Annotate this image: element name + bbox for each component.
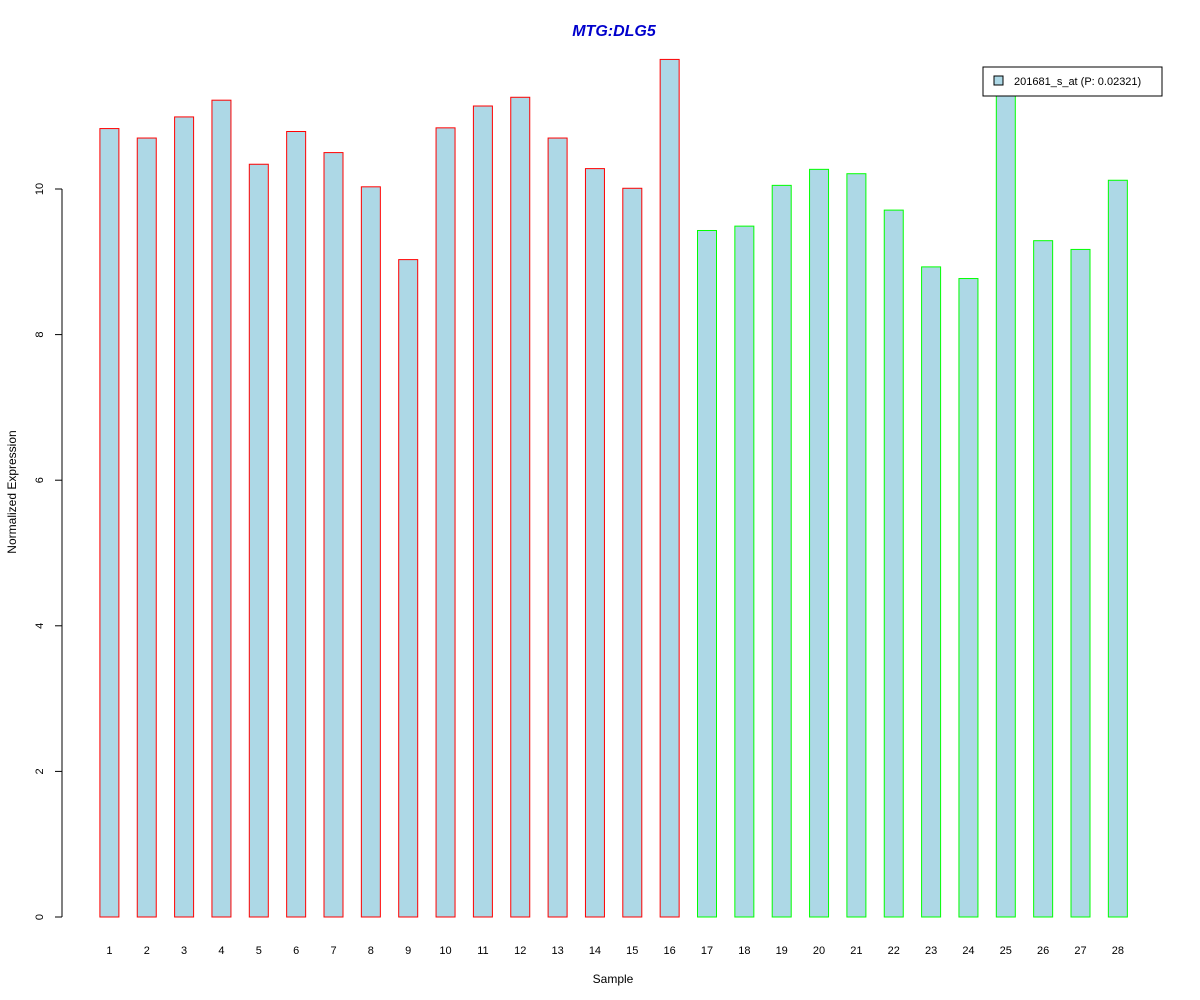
x-tick-labels: 1 2 3 4 5 6 7 8 9 10 11 12 13 14 15 16 17 18 19 20 21 22 23 24 2… — [106, 945, 1124, 957]
legend-box — [982, 66, 1163, 97]
x-tick-label: 10 — [439, 945, 451, 957]
x-tick-label: 5 — [256, 945, 262, 957]
bar — [323, 152, 344, 918]
y-tick-label: 10 — [34, 183, 46, 195]
x-tick-label: 3 — [181, 945, 187, 957]
x-tick-label: 9 — [405, 945, 411, 957]
y-tick-label: 6 — [34, 477, 46, 483]
bar — [472, 105, 493, 918]
bar — [547, 137, 568, 918]
bar — [1107, 179, 1128, 918]
x-tick-label: 19 — [776, 945, 788, 957]
x-tick-label: 25 — [1000, 945, 1012, 957]
bar — [510, 96, 531, 918]
x-tick-label: 2 — [144, 945, 150, 957]
bar — [398, 259, 419, 918]
x-tick-label: 18 — [738, 945, 750, 957]
x-tick-label: 4 — [218, 945, 224, 957]
bar — [286, 130, 307, 918]
bar — [248, 163, 269, 918]
bar — [771, 184, 792, 918]
bars-group — [99, 58, 1128, 918]
bar — [584, 168, 605, 918]
y-tick-label: 2 — [34, 768, 46, 774]
bar — [1033, 240, 1054, 918]
x-axis-label: Sample — [593, 972, 634, 986]
x-tick-label: 26 — [1037, 945, 1049, 957]
x-tick-label: 21 — [850, 945, 862, 957]
x-tick-label: 14 — [589, 945, 601, 957]
bar — [1070, 248, 1091, 918]
legend-swatch — [993, 75, 1004, 86]
x-tick-label: 16 — [664, 945, 676, 957]
y-tick-label: 0 — [34, 914, 46, 920]
x-tick-label: 8 — [368, 945, 374, 957]
bar — [211, 99, 232, 918]
bar — [99, 128, 120, 918]
x-tick-label: 11 — [477, 945, 488, 957]
bar — [174, 116, 195, 918]
x-tick-label: 15 — [626, 945, 638, 957]
chart-title: MTG:DLG5 — [572, 23, 657, 40]
x-tick-label: 17 — [701, 945, 713, 957]
y-axis-label: Normalized Expression — [5, 430, 19, 553]
x-tick-label: 28 — [1112, 945, 1124, 957]
x-tick-label: 23 — [925, 945, 937, 957]
x-tick-label: 6 — [293, 945, 299, 957]
x-tick-label: 20 — [813, 945, 825, 957]
bar — [360, 186, 381, 918]
x-tick-label: 27 — [1074, 945, 1086, 957]
bar — [622, 187, 643, 918]
bar — [958, 278, 979, 918]
legend-label: 201681_s_at (P: 0.02321) — [1014, 76, 1141, 88]
bar — [846, 173, 867, 918]
bar — [659, 58, 680, 918]
bar — [697, 229, 717, 918]
bar — [883, 209, 904, 918]
bar — [136, 137, 157, 918]
y-tick-label: 4 — [34, 623, 46, 629]
x-tick-label: 7 — [330, 945, 336, 957]
x-tick-label: 24 — [962, 945, 974, 957]
legend: 201681_s_at (P: 0.02321) — [982, 66, 1163, 97]
x-tick-label: 13 — [551, 945, 563, 957]
bar — [734, 225, 755, 918]
y-axis: 0 2 4 6 8 10 — [34, 183, 63, 920]
bar — [435, 127, 456, 918]
x-tick-label: 22 — [888, 945, 900, 957]
x-tick-label: 1 — [106, 945, 112, 957]
y-tick-label: 8 — [34, 332, 46, 338]
bar — [809, 168, 830, 918]
bar — [921, 266, 942, 918]
x-tick-label: 12 — [514, 945, 526, 957]
bar — [995, 88, 1016, 918]
